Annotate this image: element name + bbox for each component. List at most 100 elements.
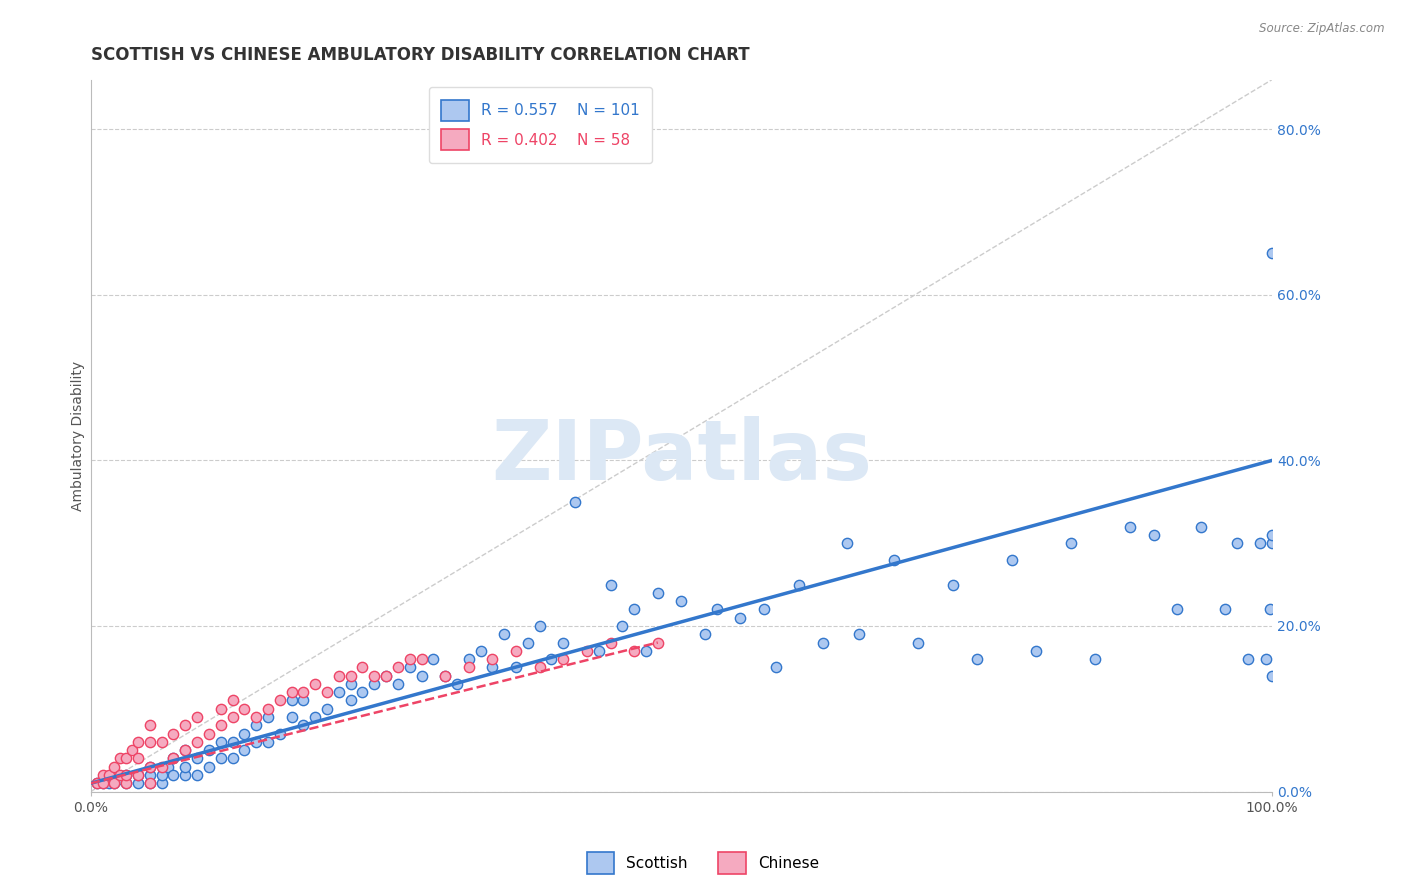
Point	[1225, 536, 1247, 550]
Point	[363, 677, 385, 691]
Point	[398, 660, 420, 674]
Point	[634, 644, 657, 658]
Point	[233, 702, 256, 716]
Point	[156, 760, 179, 774]
Legend: Scottish, Chinese: Scottish, Chinese	[581, 846, 825, 880]
Point	[599, 635, 621, 649]
Point	[139, 735, 162, 749]
Point	[209, 718, 232, 732]
Point	[139, 760, 162, 774]
Point	[292, 693, 315, 707]
Point	[198, 743, 221, 757]
Point	[434, 668, 457, 682]
Point	[257, 735, 280, 749]
Point	[599, 577, 621, 591]
Point	[398, 652, 420, 666]
Point	[292, 685, 315, 699]
Point	[835, 536, 858, 550]
Point	[221, 735, 243, 749]
Point	[91, 768, 114, 782]
Point	[162, 751, 184, 765]
Point	[1237, 652, 1260, 666]
Point	[422, 652, 444, 666]
Point	[387, 677, 409, 691]
Point	[121, 743, 143, 757]
Point	[540, 652, 562, 666]
Point	[221, 693, 243, 707]
Point	[339, 693, 361, 707]
Point	[209, 702, 232, 716]
Point	[257, 702, 280, 716]
Point	[1254, 652, 1277, 666]
Text: SCOTTISH VS CHINESE AMBULATORY DISABILITY CORRELATION CHART: SCOTTISH VS CHINESE AMBULATORY DISABILIT…	[91, 46, 749, 64]
Point	[97, 768, 120, 782]
Point	[245, 735, 267, 749]
Point	[150, 735, 173, 749]
Point	[481, 660, 503, 674]
Point	[162, 726, 184, 740]
Point	[671, 594, 693, 608]
Point	[280, 693, 302, 707]
Point	[1249, 536, 1271, 550]
Point	[623, 602, 645, 616]
Point	[139, 760, 162, 774]
Point	[186, 710, 208, 724]
Y-axis label: Ambulatory Disability: Ambulatory Disability	[72, 360, 86, 510]
Point	[127, 768, 149, 782]
Point	[174, 768, 197, 782]
Point	[446, 677, 468, 691]
Point	[1213, 602, 1236, 616]
Point	[150, 776, 173, 790]
Point	[115, 768, 138, 782]
Point	[1258, 602, 1281, 616]
Point	[198, 726, 221, 740]
Point	[221, 710, 243, 724]
Point	[505, 660, 527, 674]
Point	[612, 619, 634, 633]
Point	[375, 668, 398, 682]
Point	[115, 776, 138, 790]
Point	[470, 644, 492, 658]
Point	[174, 743, 197, 757]
Point	[575, 644, 598, 658]
Point	[328, 668, 350, 682]
Point	[623, 644, 645, 658]
Point	[529, 619, 551, 633]
Point	[150, 760, 173, 774]
Point	[209, 735, 232, 749]
Point	[97, 776, 120, 790]
Point	[1261, 528, 1284, 542]
Point	[352, 660, 374, 674]
Point	[86, 776, 108, 790]
Point	[352, 685, 374, 699]
Point	[411, 668, 433, 682]
Point	[730, 610, 752, 624]
Point	[245, 718, 267, 732]
Point	[516, 635, 538, 649]
Point	[481, 652, 503, 666]
Point	[1084, 652, 1107, 666]
Point	[553, 635, 575, 649]
Point	[110, 768, 132, 782]
Point	[339, 668, 361, 682]
Point	[505, 644, 527, 658]
Point	[529, 660, 551, 674]
Point	[752, 602, 775, 616]
Legend: R = 0.557    N = 101, R = 0.402    N = 58: R = 0.557 N = 101, R = 0.402 N = 58	[429, 87, 652, 162]
Point	[647, 635, 669, 649]
Point	[883, 553, 905, 567]
Point	[110, 751, 132, 765]
Point	[1166, 602, 1188, 616]
Point	[162, 768, 184, 782]
Point	[186, 751, 208, 765]
Point	[457, 660, 479, 674]
Point	[150, 768, 173, 782]
Point	[221, 751, 243, 765]
Point	[907, 635, 929, 649]
Point	[588, 644, 610, 658]
Point	[257, 710, 280, 724]
Point	[162, 751, 184, 765]
Point	[174, 718, 197, 732]
Point	[1119, 519, 1142, 533]
Point	[91, 776, 114, 790]
